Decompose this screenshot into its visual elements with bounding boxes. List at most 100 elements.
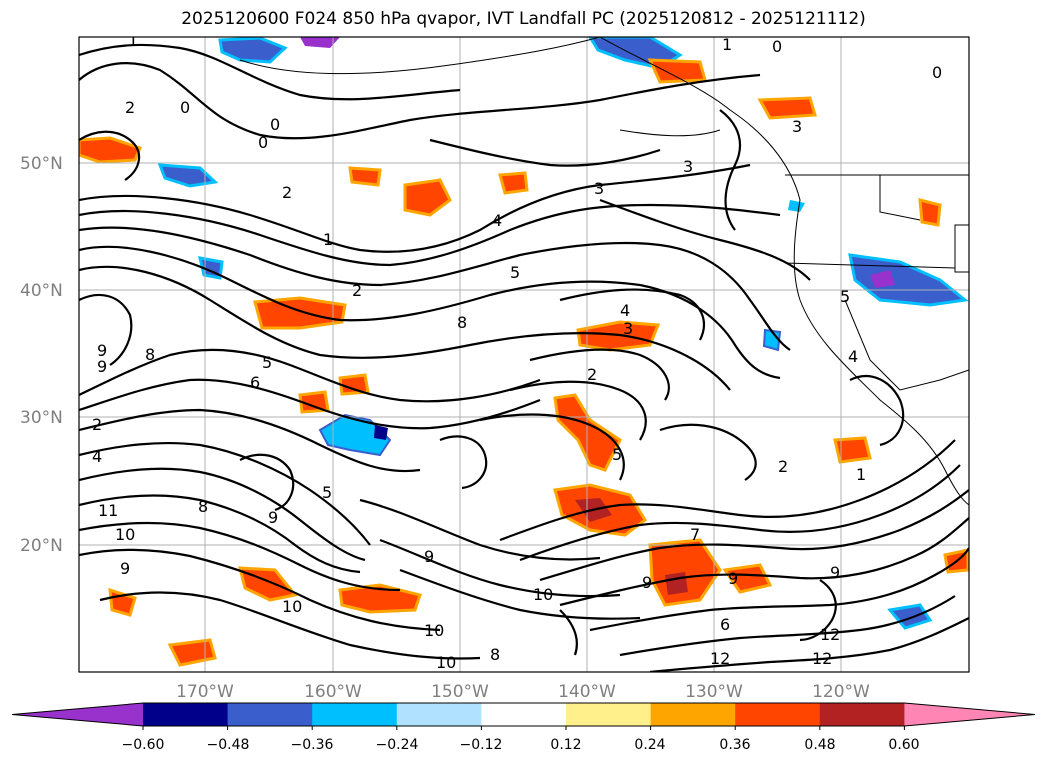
- contour-label: 10: [282, 597, 302, 616]
- map-frame: [78, 36, 970, 673]
- colorbar-swatch: [650, 703, 736, 726]
- colorbar-tick-label: 0.60: [888, 737, 919, 753]
- colorbar-extend-max: [904, 703, 1035, 726]
- qvapor-pos-patch: [403, 178, 452, 217]
- plot-title: 2025120600 F024 850 hPa qvapor, IVT Land…: [181, 9, 866, 29]
- ivt-contours: [79, 43, 969, 672]
- contour-label: 0: [180, 98, 190, 117]
- colorbar: [11, 702, 1036, 730]
- qvapor-neg-patch: [218, 37, 288, 64]
- qvapor-pos-patch: [338, 583, 422, 614]
- colorbar-swatch: [143, 703, 229, 726]
- contour-label: 3: [623, 319, 633, 338]
- qvapor-pos-patch: [498, 171, 529, 195]
- contour-label: 10: [115, 525, 135, 544]
- contour-label: 12: [710, 649, 730, 668]
- qvapor-neg-patch: [374, 425, 388, 440]
- colorbar-tick-label: −0.12: [460, 737, 503, 753]
- contour-label: 2: [587, 365, 597, 384]
- colorbar-tick-label: −0.48: [207, 737, 250, 753]
- colorbar-tick-label: −0.24: [376, 737, 419, 753]
- colorbar-swatch: [819, 703, 905, 726]
- qvapor-neg-patch: [157, 163, 219, 188]
- colorbar-tick-label: 0.12: [550, 737, 581, 753]
- lat-label: 30°N: [20, 408, 63, 428]
- qvapor-pos-patch: [757, 96, 817, 120]
- lat-label: 40°N: [20, 281, 63, 301]
- contour-label: 0: [258, 133, 268, 152]
- contour-label: 12: [812, 649, 832, 668]
- qvapor-pos-patch: [338, 373, 370, 396]
- contour-label: 11: [98, 501, 118, 520]
- contour-label: 9: [830, 563, 840, 582]
- contour-label: 9: [268, 508, 278, 527]
- qvapor-pos-patch: [833, 436, 872, 464]
- contour-label: 2: [125, 98, 135, 117]
- colorbar-tick-label: −0.60: [122, 737, 165, 753]
- latitude-labels: 50°N 40°N 30°N 20°N: [20, 154, 63, 556]
- qvapor-neg-patch: [870, 270, 895, 288]
- qvapor-pos-patch: [298, 390, 330, 414]
- qvapor-pos-patch: [253, 296, 347, 330]
- contour-label: 9: [424, 547, 434, 566]
- lon-label: 140°W: [558, 682, 616, 702]
- qvapor-neg-patch: [788, 200, 805, 212]
- qvapor-pos-patch: [79, 136, 143, 164]
- qvapor-pos-patch: [167, 638, 217, 667]
- coastlines: [239, 37, 969, 506]
- lon-label: 120°W: [812, 682, 870, 702]
- colorbar-swatch: [566, 703, 652, 726]
- qvapor-neg-patch: [887, 603, 933, 630]
- qvapor-pos-patch: [576, 320, 661, 352]
- contour-label: 10: [424, 621, 444, 640]
- lon-label: 150°W: [431, 682, 489, 702]
- qvapor-pos-patch: [647, 58, 707, 84]
- contour-label: 8: [490, 645, 500, 664]
- lon-label: 130°W: [685, 682, 743, 702]
- gridlines: [79, 37, 969, 672]
- contour-label: 1: [128, 31, 138, 50]
- qvapor-neg-patch: [300, 37, 340, 48]
- colorbar-swatch: [227, 703, 313, 726]
- colorbar-extend-min: [12, 703, 143, 726]
- contour-label: 0: [270, 115, 280, 134]
- colorbar-tick-label: 0.36: [719, 737, 750, 753]
- contour-label: 4: [620, 301, 630, 320]
- contour-label: 4: [92, 447, 102, 466]
- contour-label: 2: [92, 415, 102, 434]
- qvapor-neg-patch: [848, 253, 969, 307]
- qvapor-pos-patch: [918, 198, 942, 227]
- contour-label: 9: [120, 559, 130, 578]
- qvapor-pos-patch: [722, 563, 773, 594]
- contour-label: 5: [510, 263, 520, 282]
- contour-label: 6: [720, 615, 730, 634]
- contour-labels: 1 0 2 0 0 0 1 0 3 3 2 4 1 2 5 8 4 3 2 9 …: [92, 31, 942, 672]
- contour-label: 9: [728, 569, 738, 588]
- contour-label: 8: [198, 497, 208, 516]
- contour-label: 3: [683, 157, 693, 176]
- contour-label: 5: [612, 445, 622, 464]
- lon-label: 160°W: [304, 682, 362, 702]
- colorbar-labels: −0.60 −0.48 −0.36 −0.24 −0.12 0.12 0.24 …: [122, 737, 920, 753]
- contour-label: 5: [840, 287, 850, 306]
- longitude-labels: 170°W 160°W 150°W 140°W 130°W 120°W: [176, 682, 870, 702]
- contour-label: 5: [262, 353, 272, 372]
- contour-label: 1: [323, 230, 333, 249]
- contour-label: 9: [97, 341, 107, 360]
- contour-label: 1: [722, 35, 732, 54]
- contour-label: 9: [642, 573, 652, 592]
- colorbar-tick-label: 0.48: [804, 737, 835, 753]
- contour-label: 2: [778, 457, 788, 476]
- contour-label: 3: [792, 117, 802, 136]
- qvapor-pos-patch: [665, 572, 688, 595]
- colorbar-swatch: [735, 703, 821, 726]
- contour-label: 4: [848, 347, 858, 366]
- contour-label: 10: [533, 585, 553, 604]
- colorbar-swatch: [312, 703, 398, 726]
- colorbar-swatch: [481, 703, 567, 726]
- contour-label: 0: [772, 37, 782, 56]
- contour-label: 2: [352, 281, 362, 300]
- contour-label: 2: [282, 183, 292, 202]
- qvapor-pos-patch: [348, 166, 382, 187]
